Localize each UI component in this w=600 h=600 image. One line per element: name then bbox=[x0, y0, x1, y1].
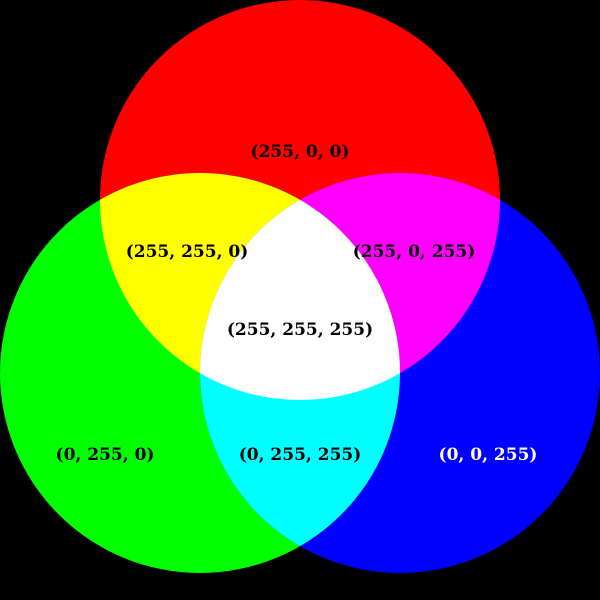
cyan-label: (0, 255, 255) bbox=[239, 445, 362, 465]
white-label: (255, 255, 255) bbox=[227, 320, 373, 340]
magenta-label: (255, 0, 255) bbox=[353, 242, 476, 262]
green-label: (0, 255, 0) bbox=[56, 445, 155, 465]
yellow-label: (255, 255, 0) bbox=[126, 242, 249, 262]
red-label: (255, 0, 0) bbox=[251, 142, 350, 162]
blue-label: (0, 0, 255) bbox=[439, 445, 538, 465]
white-overlap bbox=[200, 173, 400, 400]
